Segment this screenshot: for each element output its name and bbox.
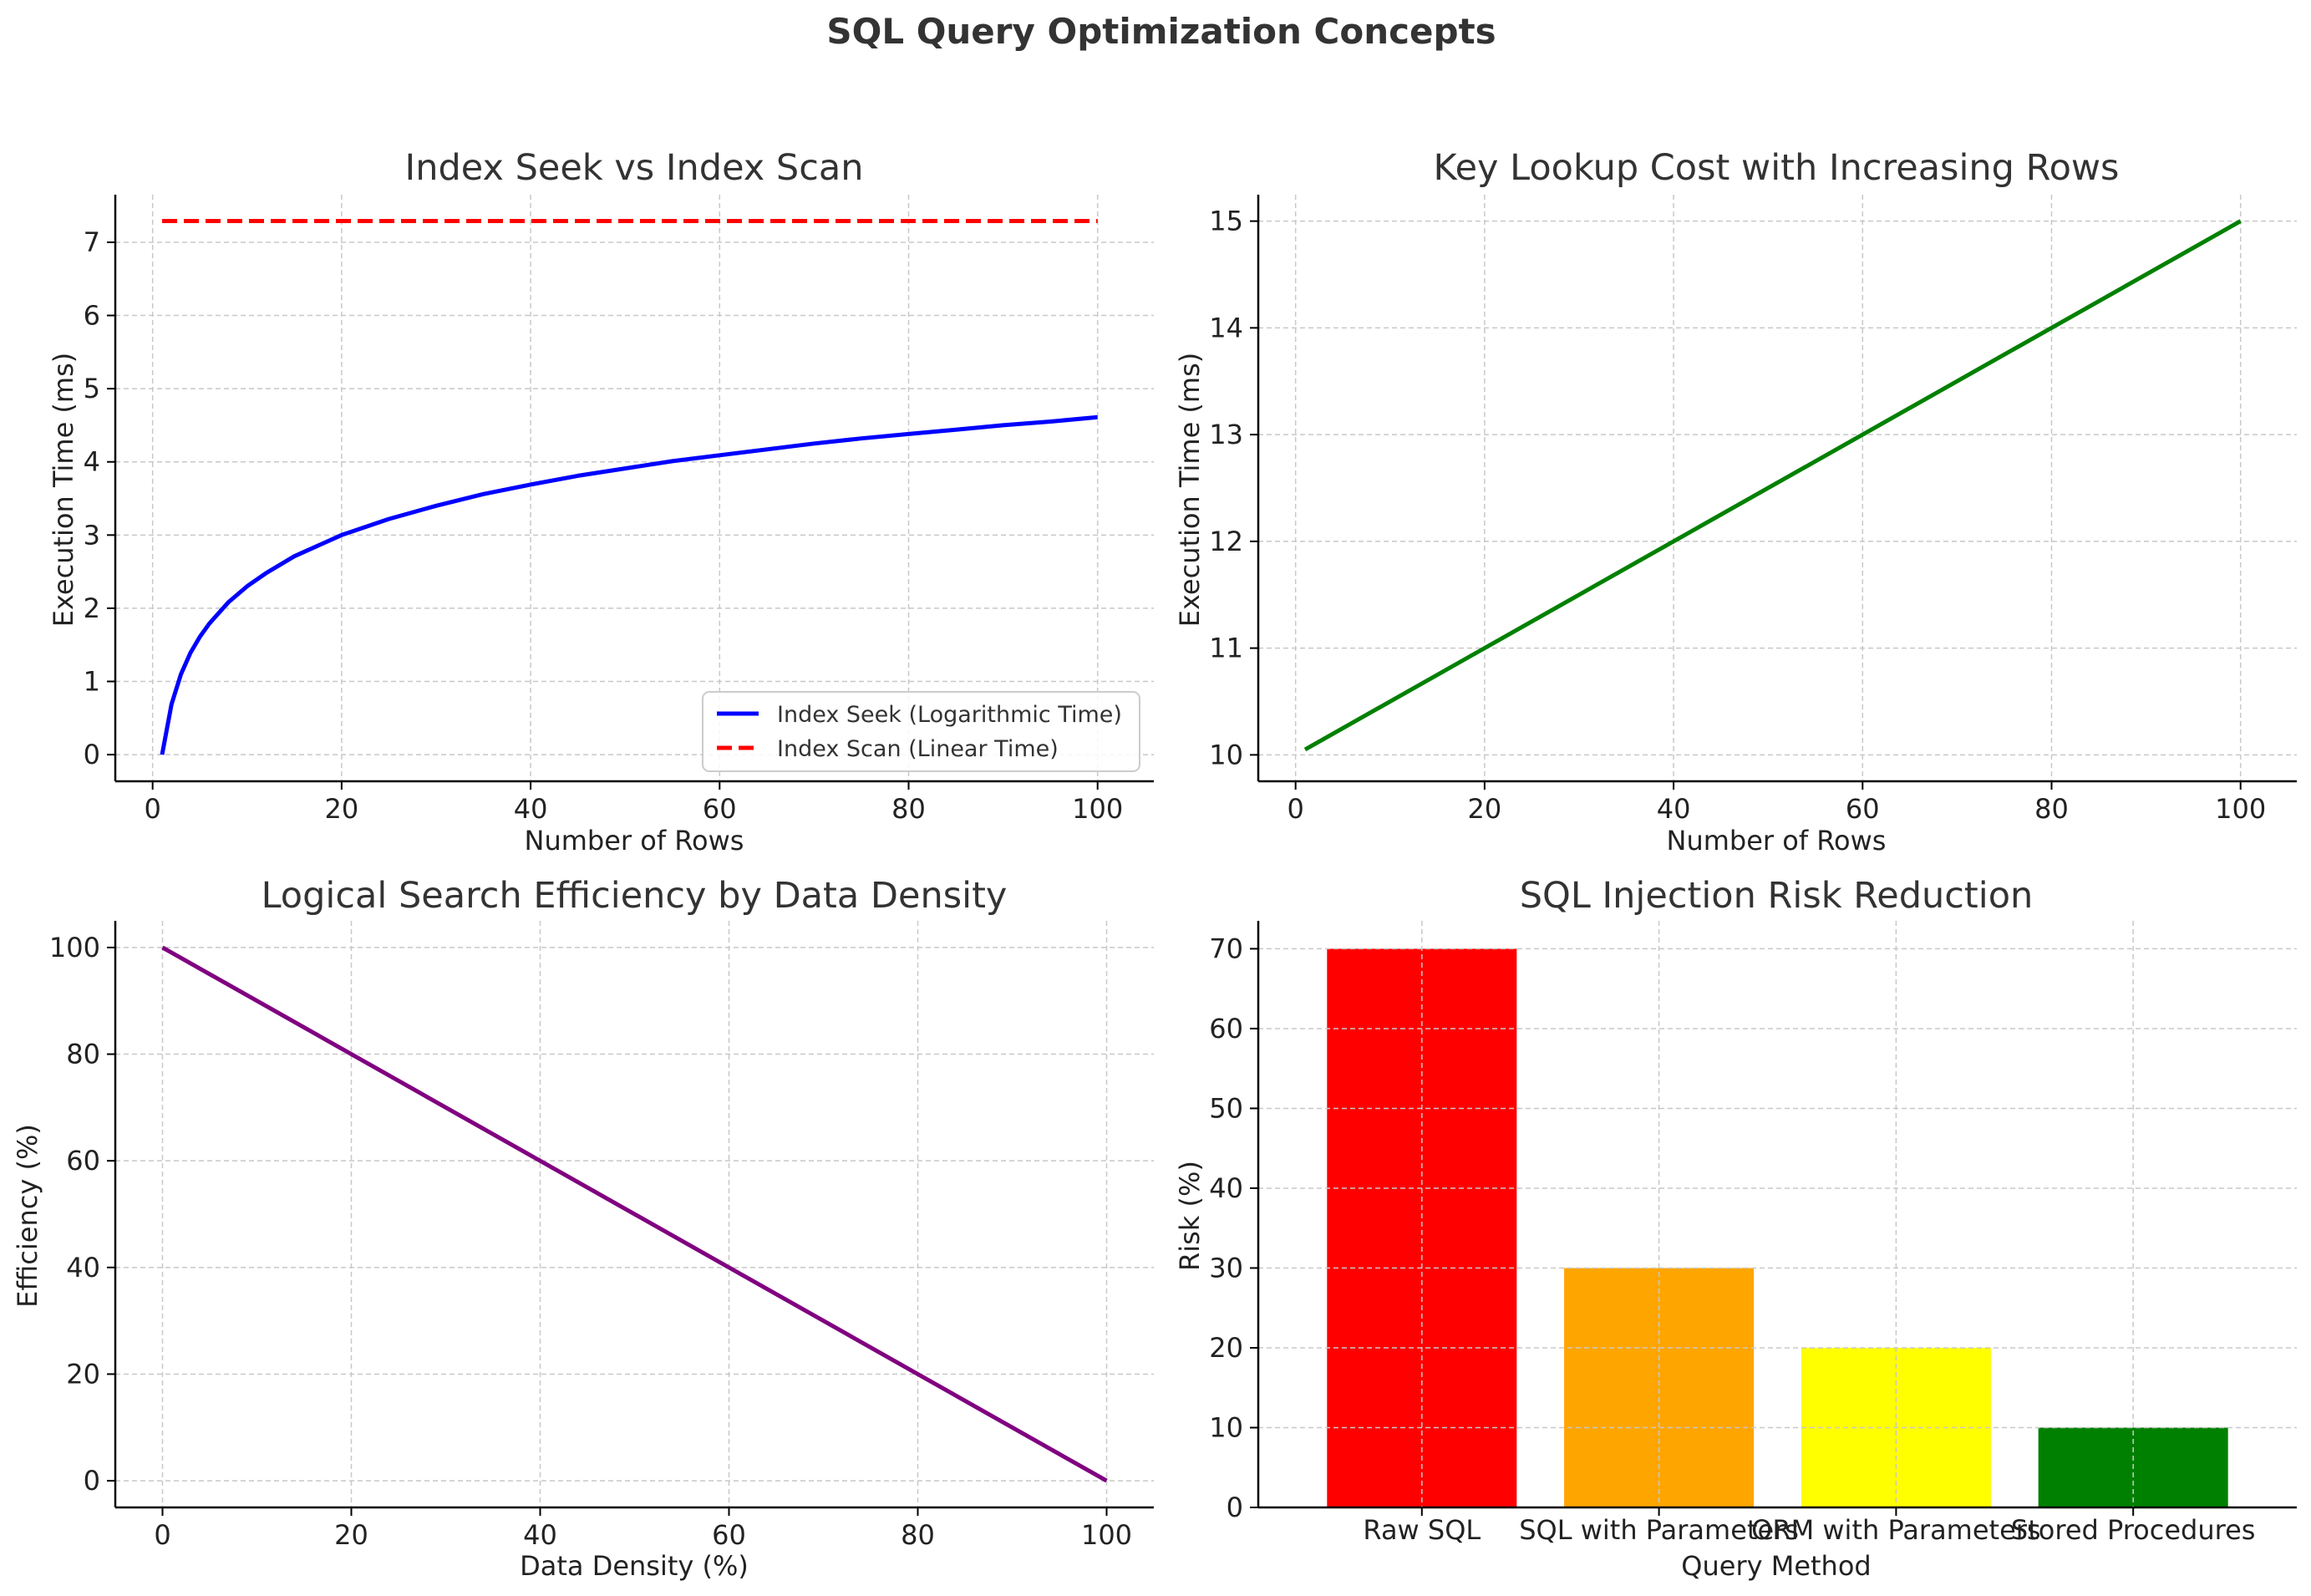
x-tick-label: 20 [1468,793,1502,825]
y-tick-label: 0 [84,739,100,770]
y-tick-label: 20 [66,1358,100,1390]
y-tick-label: 14 [1209,312,1243,343]
chart-search-efficiency: Logical Search Efficiency by Data Densit… [12,875,1154,1582]
y-tick-label: 0 [1227,1492,1243,1523]
series-line-1 [161,945,1108,1483]
x-tick-label: 0 [144,793,160,825]
y-tick-label: 40 [1209,1172,1243,1204]
y-tick-label: 60 [1209,1013,1243,1045]
y-tick-label: 3 [84,519,100,551]
y-tick-label: 11 [1209,633,1243,664]
x-tick-label: 100 [1072,793,1123,825]
x-tick-label: 80 [891,793,926,825]
legend: Index Seek (Logarithmic Time) Index Scan… [702,691,1140,772]
y-tick-label: 40 [66,1252,100,1283]
legend-label-index-scan: Index Scan (Linear Time) [777,736,1059,762]
y-tick-label: 20 [1209,1332,1243,1364]
x-tick-label: 40 [514,793,548,825]
chart-title: SQL Injection Risk Reduction [1520,875,2034,917]
y-tick-label: 6 [84,300,100,332]
x-tick-label: 80 [2034,793,2069,825]
chart-index-seek-vs-scan: Index Seek vs Index Scan Number of Rows … [48,147,1154,856]
y-tick-label: 13 [1209,419,1243,450]
x-tick-label: 40 [1657,793,1691,825]
x-tick-label: 100 [1081,1519,1132,1551]
y-axis-label: Efficiency (%) [12,1124,43,1308]
chart-sql-injection-risk: SQL Injection Risk Reduction Query Metho… [1174,875,2297,1582]
x-tick-label: 60 [712,1519,746,1551]
chart-title: Index Seek vs Index Scan [405,147,864,189]
y-tick-label: 60 [66,1145,100,1177]
chart-title: Logical Search Efficiency by Data Densit… [262,875,1008,917]
y-tick-label: 5 [84,373,100,404]
bar-sql-with-parameters [1564,1268,1755,1507]
y-tick-label: 80 [66,1039,100,1070]
x-tick-label: 0 [1287,793,1303,825]
y-axis-label: Risk (%) [1174,1161,1206,1271]
y-tick-label: 100 [49,932,100,963]
y-tick-label: 10 [1209,739,1243,770]
x-tick-label: Stored Procedures [2011,1514,2256,1546]
y-tick-label: 15 [1209,206,1243,237]
y-axis-label: Execution Time (ms) [1174,353,1206,628]
figure-title: SQL Query Optimization Concepts [826,11,1496,52]
y-tick-label: 30 [1209,1252,1243,1283]
y-axis-label: Execution Time (ms) [48,353,79,628]
x-tick-label: 20 [325,793,359,825]
y-tick-label: 7 [84,226,100,258]
y-tick-label: 4 [84,446,100,478]
x-tick-label: 100 [2215,793,2266,825]
x-tick-label: 40 [523,1519,557,1551]
chart-title: Key Lookup Cost with Increasing Rows [1434,147,2120,189]
x-tick-label: 80 [901,1519,935,1551]
y-tick-label: 2 [84,592,100,624]
x-tick-label: 0 [154,1519,170,1551]
x-axis-label: Data Density (%) [520,1550,749,1582]
legend-frame [702,691,1140,772]
x-axis-label: Number of Rows [1667,825,1887,856]
series-line-index-seek-logarithmic-time [160,414,1098,755]
chart-key-lookup-cost: Key Lookup Cost with Increasing Rows Num… [1174,147,2297,856]
x-axis-label: Number of Rows [525,825,744,856]
series-line-1 [1303,219,2242,752]
x-tick-label: SQL with Parameters [1519,1514,1799,1546]
x-tick-label: 20 [334,1519,368,1551]
y-tick-label: 70 [1209,933,1243,964]
y-tick-label: 50 [1209,1092,1243,1124]
x-tick-label: ORM with Parameters [1751,1514,2040,1546]
y-tick-label: 10 [1209,1411,1243,1443]
x-axis-label: Query Method [1681,1550,1871,1582]
x-tick-label: 60 [703,793,737,825]
y-tick-label: 1 [84,666,100,698]
y-tick-label: 0 [84,1465,100,1497]
x-tick-label: Raw SQL [1363,1514,1481,1546]
x-tick-label: 60 [1846,793,1880,825]
legend-label-index-seek: Index Seek (Logarithmic Time) [777,702,1122,728]
y-tick-label: 12 [1209,526,1243,557]
